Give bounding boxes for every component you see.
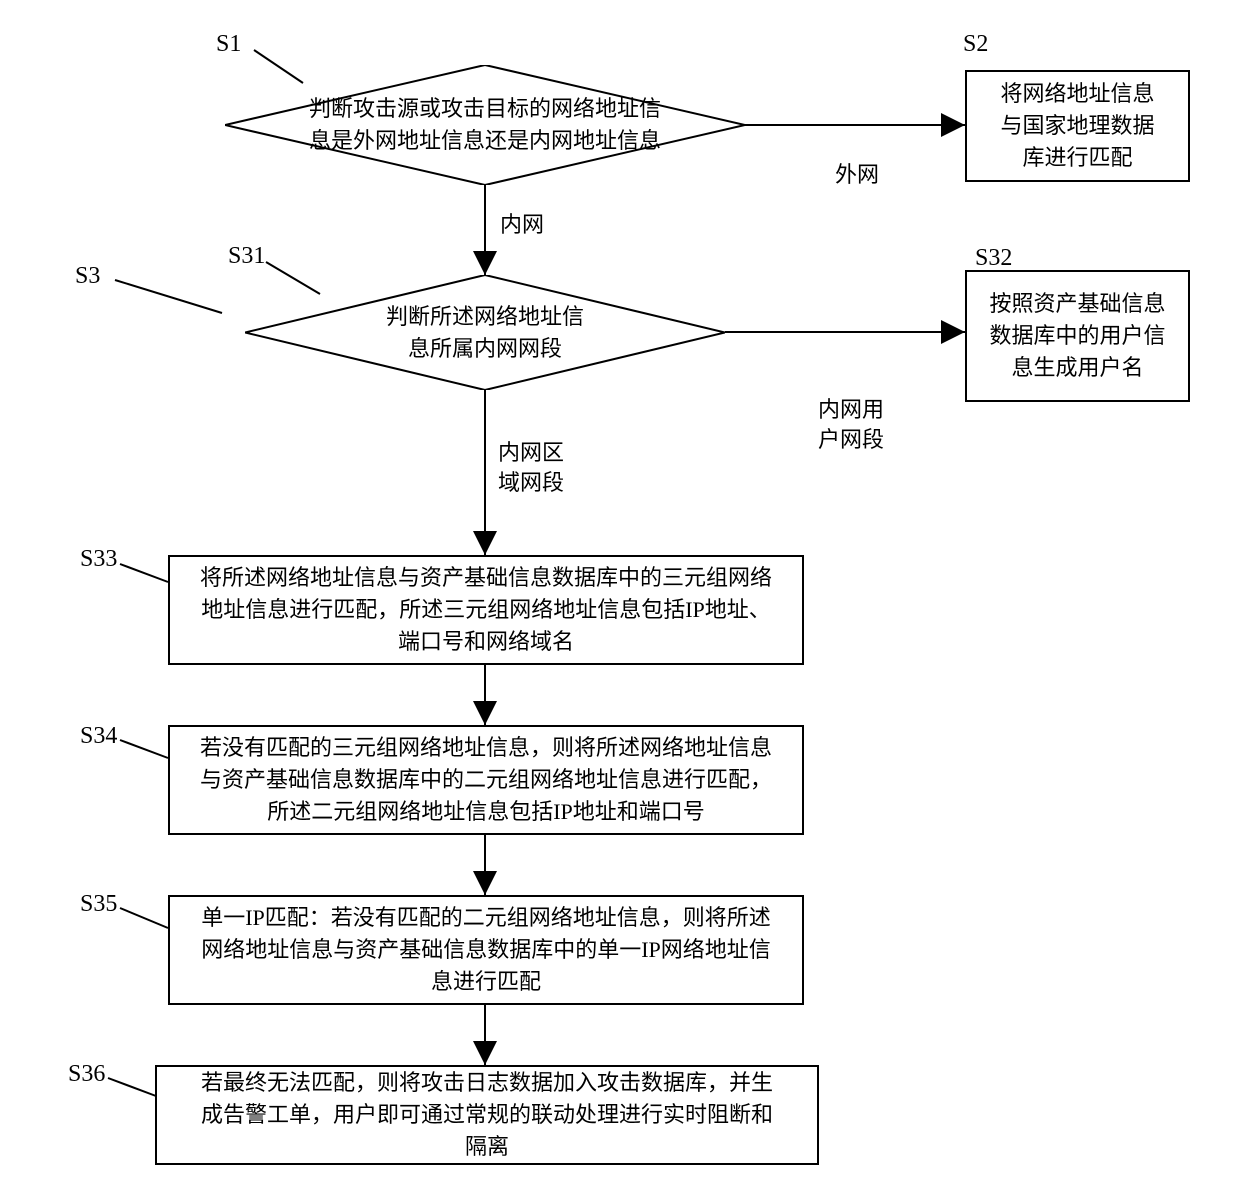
label-s34: S34: [80, 720, 117, 752]
process-s33-text: 将所述网络地址信息与资产基础信息数据库中的三元组网络地址信息进行匹配，所述三元组…: [200, 562, 772, 658]
label-s35: S35: [80, 888, 117, 920]
process-s32-text: 按照资产基础信息数据库中的用户信息生成用户名: [989, 288, 1165, 384]
leader-s34: [120, 740, 168, 758]
label-s32: S32: [975, 242, 1012, 274]
process-s2-text: 将网络地址信息与国家地理数据库进行匹配: [1000, 78, 1154, 174]
process-s2: 将网络地址信息与国家地理数据库进行匹配: [965, 70, 1190, 182]
process-s36-text: 若最终无法匹配，则将攻击日志数据加入攻击数据库，并生成告警工单，用户即可通过常规…: [201, 1067, 773, 1163]
process-s35: 单一IP匹配：若没有匹配的二元组网络地址信息，则将所述网络地址信息与资产基础信息…: [168, 895, 804, 1005]
process-s32: 按照资产基础信息数据库中的用户信息生成用户名: [965, 270, 1190, 402]
decision-s1: 判断攻击源或攻击目标的网络地址信息是外网地址信息还是内网地址信息: [225, 65, 745, 185]
label-s36: S36: [68, 1058, 105, 1090]
leader-s35: [120, 908, 168, 928]
edge-label-user-segment: 内网用户网段: [818, 395, 884, 454]
diamond-shape: [245, 275, 725, 390]
process-s35-text: 单一IP匹配：若没有匹配的二元组网络地址信息，则将所述网络地址信息与资产基础信息…: [201, 902, 771, 998]
process-s34: 若没有匹配的三元组网络地址信息，则将所述网络地址信息与资产基础信息数据库中的二元…: [168, 725, 804, 835]
label-s3: S3: [75, 260, 100, 292]
label-s1: S1: [216, 28, 241, 60]
leader-s3: [115, 280, 222, 313]
label-s2: S2: [963, 28, 988, 60]
process-s34-text: 若没有匹配的三元组网络地址信息，则将所述网络地址信息与资产基础信息数据库中的二元…: [200, 732, 772, 828]
label-s33: S33: [80, 543, 117, 575]
diamond-shape: [225, 65, 745, 185]
process-s33: 将所述网络地址信息与资产基础信息数据库中的三元组网络地址信息进行匹配，所述三元组…: [168, 555, 804, 665]
flowchart-canvas: 判断攻击源或攻击目标的网络地址信息是外网地址信息还是内网地址信息 判断所述网络地…: [0, 0, 1240, 1177]
label-s31: S31: [228, 240, 265, 272]
edge-label-internal: 内网: [500, 210, 544, 240]
process-s36: 若最终无法匹配，则将攻击日志数据加入攻击数据库，并生成告警工单，用户即可通过常规…: [155, 1065, 819, 1165]
leader-s33: [120, 564, 168, 582]
decision-s31: 判断所述网络地址信息所属内网网段: [245, 275, 725, 390]
leader-s36: [108, 1078, 156, 1096]
edge-label-external: 外网: [835, 160, 879, 190]
edge-label-area-segment: 内网区域网段: [498, 438, 564, 497]
